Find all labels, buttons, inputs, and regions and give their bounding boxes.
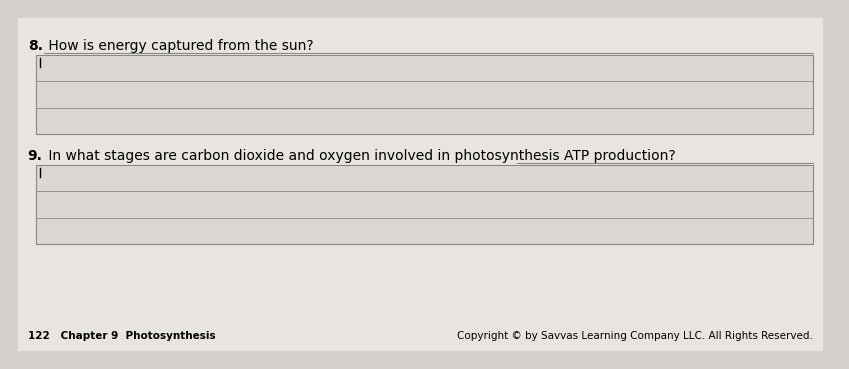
Text: 122   Chapter 9  Photosynthesis: 122 Chapter 9 Photosynthesis bbox=[28, 331, 216, 341]
FancyBboxPatch shape bbox=[18, 18, 824, 351]
Text: Copyright © by Savvas Learning Company LLC. All Rights Reserved.: Copyright © by Savvas Learning Company L… bbox=[457, 331, 812, 341]
Text: 9.: 9. bbox=[28, 149, 42, 163]
Bar bbox=[36, 165, 812, 244]
Text: 8.: 8. bbox=[28, 39, 42, 53]
Bar bbox=[36, 55, 812, 134]
Text: In what stages are carbon dioxide and oxygen involved in photosynthesis ATP prod: In what stages are carbon dioxide and ox… bbox=[43, 149, 675, 163]
Text: How is energy captured from the sun?: How is energy captured from the sun? bbox=[43, 39, 313, 53]
